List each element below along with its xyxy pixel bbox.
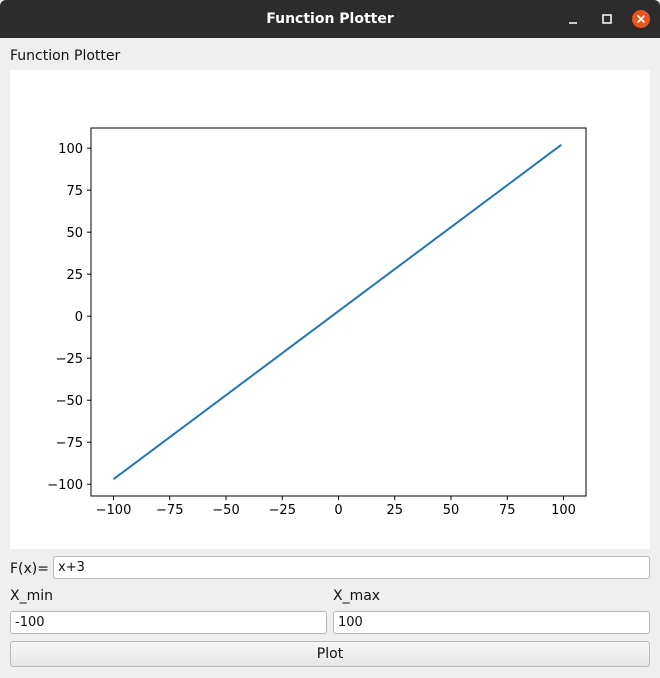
plot-button[interactable]: Plot [10,641,650,667]
close-icon [632,10,650,28]
y-tick-label: −100 [47,478,83,493]
title-bar: Function Plotter [0,0,660,38]
xmin-input[interactable] [10,611,327,634]
minimize-icon [569,22,577,24]
x-tick-label: 75 [499,503,516,518]
fx-label: F(x)= [10,561,49,577]
x-tick-label: −25 [269,503,296,518]
x-tick-label: −100 [96,503,132,518]
window-title: Function Plotter [266,11,394,27]
maximize-button[interactable] [597,9,617,29]
x-tick-label: 100 [551,503,576,518]
function-chart: −100 −75 −50 −25 0 25 50 75 100 −100 −75 −50 −25 0 25… [47,127,587,518]
x-axis: −100 −75 −50 −25 0 25 50 75 100 [96,496,576,518]
minimize-button[interactable] [563,9,583,29]
function-line [112,144,562,480]
x-tick-label: −50 [212,503,239,518]
plot-canvas: −100 −75 −50 −25 0 25 50 75 100 −100 −75 −50 −25 0 25… [10,70,650,549]
y-tick-label: 25 [66,268,83,283]
y-tick-label: 75 [66,184,83,199]
x-tick-label: 0 [334,503,342,518]
y-tick-label: −75 [56,436,83,451]
x-tick-label: 50 [443,503,460,518]
series-group [112,144,562,480]
close-button[interactable] [631,9,651,29]
plotter-heading: Function Plotter [10,48,121,64]
xmax-input[interactable] [333,611,650,634]
maximize-icon [602,14,612,24]
y-tick-label: −25 [56,352,83,367]
plot-frame [90,127,587,497]
y-axis: −100 −75 −50 −25 0 25 50 75 100 [47,142,91,493]
y-tick-label: 0 [75,310,83,325]
x-tick-label: −75 [156,503,183,518]
y-tick-label: 50 [66,226,83,241]
y-tick-label: 100 [58,142,83,157]
xmax-label: X_max [333,588,381,604]
fx-input[interactable] [53,556,650,579]
xmin-label: X_min [10,588,53,604]
y-tick-label: −50 [56,394,83,409]
x-tick-label: 25 [386,503,403,518]
